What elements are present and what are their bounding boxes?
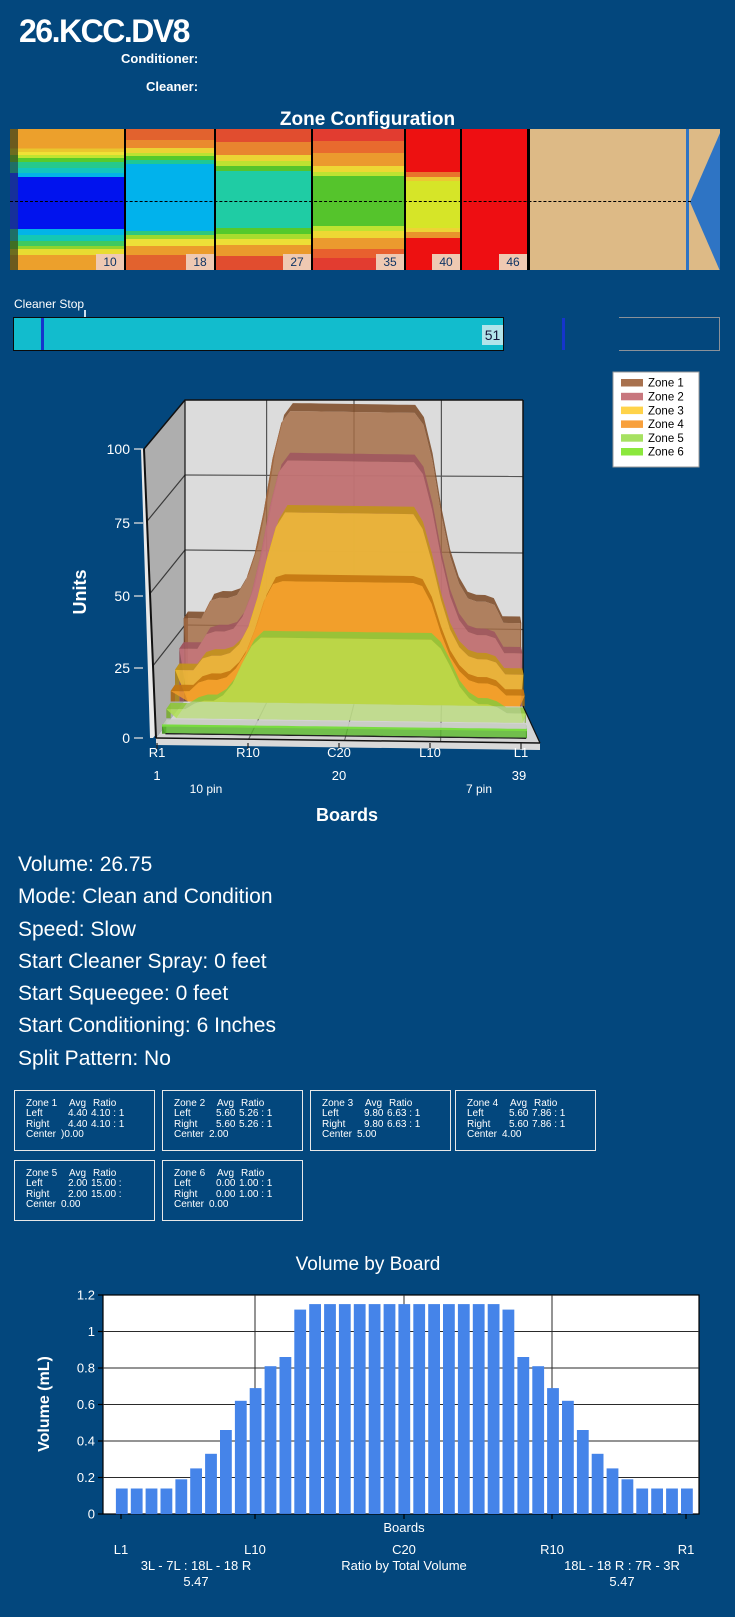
svg-text:Zone 4: Zone 4 [648,419,684,431]
svg-text:1.2: 1.2 [77,1288,95,1303]
svg-text:C20: C20 [392,1542,416,1557]
svg-text:Boards: Boards [383,1520,425,1535]
svg-text:3L - 7L : 18L - 18 R: 3L - 7L : 18L - 18 R [141,1558,252,1573]
svg-text:0.6: 0.6 [77,1397,95,1412]
svg-text:0.2: 0.2 [77,1470,95,1485]
svg-text:Ratio by Total Volume: Ratio by Total Volume [341,1558,467,1573]
svg-text:Volume by Board: Volume by Board [296,1254,441,1275]
svg-text:5.47: 5.47 [609,1574,634,1589]
svg-text:0.4: 0.4 [77,1434,95,1449]
svg-text:L1: L1 [114,1542,128,1557]
svg-text:0.8: 0.8 [77,1361,95,1376]
svg-text:1: 1 [88,1324,95,1339]
svg-text:0: 0 [88,1507,95,1522]
svg-text:1: 1 [153,768,160,783]
svg-text:R10: R10 [236,745,260,760]
svg-text:L10: L10 [244,1542,266,1557]
svg-text:Zone 3: Zone 3 [648,405,684,417]
svg-text:Zone 2: Zone 2 [648,392,684,404]
svg-text:75: 75 [114,515,130,531]
svg-text:Zone 5: Zone 5 [648,433,684,445]
svg-text:0: 0 [122,730,130,746]
svg-text:R10: R10 [540,1542,564,1557]
svg-text:Units: Units [70,570,90,615]
svg-text:7 pin: 7 pin [466,782,492,796]
svg-text:R1: R1 [149,745,166,760]
svg-text:25: 25 [114,660,130,676]
svg-text:Zone 6: Zone 6 [648,447,684,459]
svg-text:5.47: 5.47 [183,1574,208,1589]
svg-text:10 pin: 10 pin [190,782,223,796]
svg-text:39: 39 [512,768,526,783]
svg-text:Boards: Boards [316,805,378,825]
svg-text:18L - 18 R : 7R - 3R: 18L - 18 R : 7R - 3R [564,1558,680,1573]
svg-text:Volume (mL): Volume (mL) [36,1356,53,1452]
svg-text:20: 20 [332,768,346,783]
svg-text:Zone 1: Zone 1 [648,378,684,390]
svg-text:100: 100 [107,441,131,457]
svg-text:L1: L1 [514,745,528,760]
svg-text:50: 50 [114,588,130,604]
svg-text:R1: R1 [678,1542,695,1557]
svg-text:L10: L10 [419,745,441,760]
svg-text:C20: C20 [327,745,351,760]
